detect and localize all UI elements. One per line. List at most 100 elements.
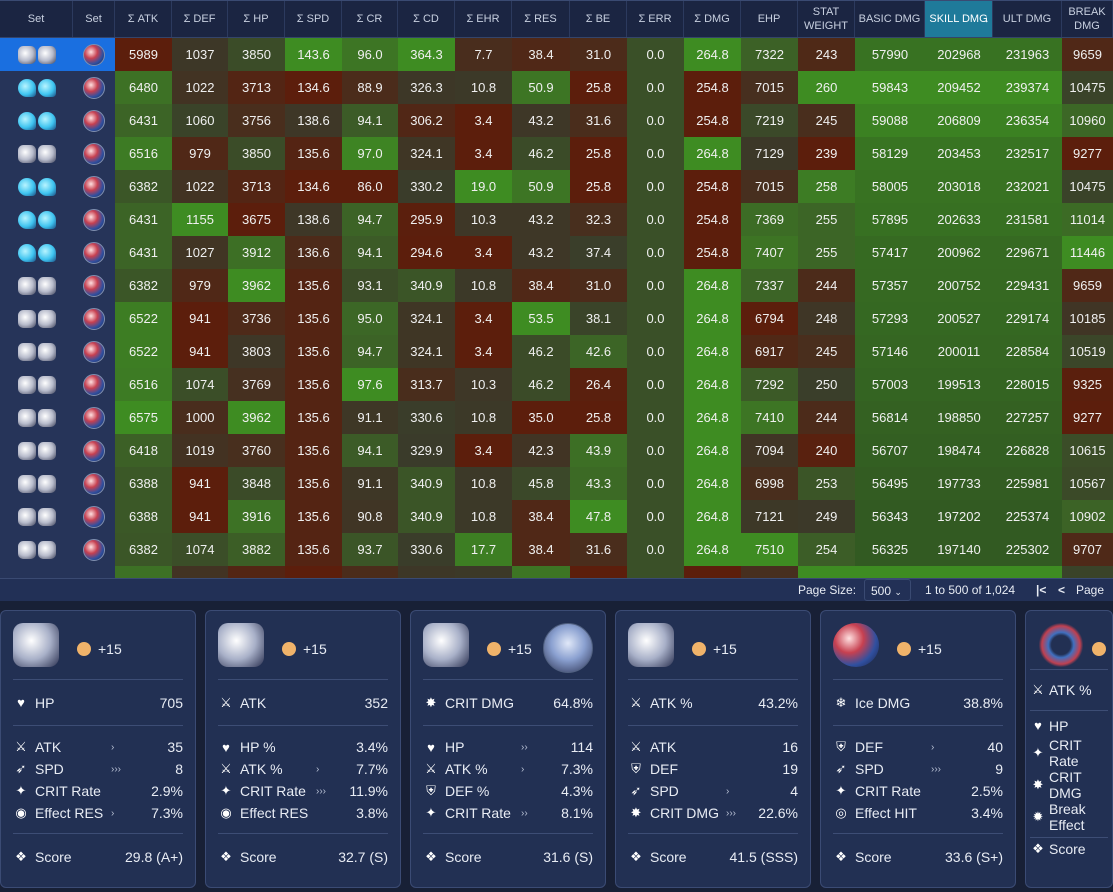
- stat-cell: 231581: [993, 203, 1062, 236]
- stat-line: ➶ SPD ››› 8: [1, 758, 195, 780]
- stat-cell: 3.4: [455, 236, 512, 269]
- stat-cell: 143.6: [285, 38, 342, 71]
- crit-dmg-icon: ✸: [425, 694, 437, 710]
- table-row[interactable]: 6516 1074 3769 135.6 97.6 313.7 10.3 46.2 26.4 0.…: [0, 368, 1113, 401]
- relic-card-rope[interactable]: ⚔ ATK % ♥ HP ✦ CRIT Rate ✸ CRIT DMG ✹ Break Effec…: [1025, 610, 1113, 888]
- stat-cell: 50.9: [512, 71, 570, 104]
- table-row[interactable]: 6418 1019 3760 135.6 94.1 329.9 3.4 42.3 43.9 0.0…: [0, 434, 1113, 467]
- stat-value: 2.5%: [971, 783, 1003, 799]
- table-row[interactable]: 6516 979 3850 135.6 97.0 324.1 3.4 46.2 25.8 0.0 2…: [0, 137, 1113, 170]
- rarity-dot-icon: [1092, 642, 1106, 656]
- column-header[interactable]: EHP: [741, 1, 798, 37]
- stat-cell: 6998: [741, 467, 798, 500]
- column-header[interactable]: Σ DEF: [172, 1, 228, 37]
- stat-cell: 306.2: [398, 104, 455, 137]
- column-header[interactable]: Σ BE: [570, 1, 627, 37]
- table-row[interactable]: 5989 1037 3850 143.6 96.0 364.3 7.7 38.4 31.0 0.0…: [0, 38, 1113, 71]
- heart-icon: ♥: [222, 739, 230, 755]
- relic-card-hands[interactable]: +15 ⚔ ATK 352 ♥ HP % 3.4% ⚔ ATK % › 7.7% ✦ CRIT Rate…: [205, 610, 401, 888]
- relic-card-head[interactable]: +15 ♥ HP 705 ⚔ ATK › 35 ➶ SPD ››› 8 ✦ CRIT Rate 2.9% ◉ E…: [0, 610, 196, 888]
- crit-dmg-icon: ✸: [630, 805, 642, 820]
- first-page-button[interactable]: |<: [1036, 583, 1047, 597]
- stat-name: Ice DMG: [855, 694, 911, 711]
- stat-cell: 244: [798, 269, 855, 302]
- stat-cell: 135.6: [285, 500, 342, 533]
- table-row[interactable]: 6382 1022 3713 134.6 86.0 330.2 19.0 50.9 25.8 0.…: [0, 170, 1113, 203]
- column-header[interactable]: Σ ERR: [627, 1, 684, 37]
- relic-card-body[interactable]: +15 ✸ CRIT DMG 64.8% ♥ HP ›› 114 ⚔ ATK % › 7.3% ⛨ DEF…: [410, 610, 606, 888]
- sort-desc-icon: ↓: [984, 14, 989, 25]
- stat-cell: 264.8: [684, 335, 741, 368]
- stat-cell: 3760: [228, 434, 285, 467]
- roll-indicator: ›: [726, 785, 730, 797]
- column-header[interactable]: Σ EHR: [455, 1, 512, 37]
- white-relic-set-icon: [37, 441, 56, 460]
- table-row[interactable]: 6522 941 3803 135.6 94.7 324.1 3.4 46.2 42.6 0.0 2…: [0, 335, 1113, 368]
- stat-cell: 1074: [172, 533, 228, 566]
- set-cell: [0, 566, 73, 578]
- column-header[interactable]: Σ CD: [398, 1, 455, 37]
- page-size-label: Page Size:: [798, 583, 857, 597]
- column-header-label: Σ ATK: [127, 13, 159, 25]
- relic-level: +15: [98, 641, 122, 657]
- stat-line: ◎ Effect HIT 3.4%: [821, 802, 1015, 824]
- stat-name: Effect HIT: [855, 805, 917, 821]
- column-header[interactable]: Σ DMG: [684, 1, 741, 37]
- column-header[interactable]: Σ CR: [342, 1, 398, 37]
- stat-name: DEF %: [445, 783, 490, 799]
- table-row[interactable]: 6522 941 3736 135.6 95.0 324.1 3.4 53.5 38.1 0.0 2…: [0, 302, 1113, 335]
- column-header[interactable]: STAT WEIGHT: [798, 1, 855, 37]
- column-header[interactable]: BASIC DMG: [855, 1, 925, 37]
- stat-name: HP %: [240, 739, 276, 755]
- stat-cell: 43.2: [512, 104, 570, 137]
- grid-body[interactable]: 5989 1037 3850 143.6 96.0 364.3 7.7 38.4 31.0 0.0…: [0, 38, 1113, 578]
- column-header[interactable]: Set: [73, 1, 115, 37]
- table-row[interactable]: 6388 941 3848 135.6 91.1 340.9 10.8 45.8 43.3 0.0…: [0, 467, 1113, 500]
- column-header[interactable]: Σ HP: [228, 1, 285, 37]
- stat-line: ♥ HP ›› 114: [411, 736, 605, 758]
- prev-page-button[interactable]: <: [1058, 583, 1066, 597]
- stat-cell: 6522: [115, 335, 172, 368]
- divider: [628, 833, 798, 834]
- relic-card-header: +15: [616, 611, 810, 679]
- table-row[interactable]: 6431 1060 3756 138.6 94.1 306.2 3.4 43.2 31.6 0.0…: [0, 104, 1113, 137]
- divider: [833, 679, 1003, 680]
- planar-set-icon: [83, 76, 105, 99]
- stat-cell: 7510: [741, 533, 798, 566]
- table-row[interactable]: 6480 1022 3713 134.6 88.9 326.3 10.8 50.9 25.8 0.…: [0, 71, 1113, 104]
- stat-cell: 50.9: [512, 170, 570, 203]
- column-header[interactable]: BREAK DMG: [1062, 1, 1113, 37]
- table-row[interactable]: 6382 1074 3882 135.6 93.7 330.6 17.7 38.4 31.6 0.…: [0, 533, 1113, 566]
- substats: ⚔ ATK 16 ⛨ DEF 19 ➶ SPD › 4 ✸ CRIT DMG ››› 22.6%: [616, 726, 810, 833]
- stat-cell: 1027: [172, 236, 228, 269]
- set-cell: [73, 269, 115, 302]
- relic-score: ❖ Score 32.7 (S): [206, 834, 400, 879]
- table-row[interactable]: 6431 1155 3675 138.6 94.7 295.9 10.3 43.2 32.3 0.…: [0, 203, 1113, 236]
- table-row[interactable]: 6431 1027 3912 136.6 94.1 294.6 3.4 43.2 37.4 0.0…: [0, 236, 1113, 269]
- table-row[interactable]: 6382 979 3962 135.6 93.1 340.9 10.8 38.4 31.0 0.0…: [0, 269, 1113, 302]
- stat-cell: 11446: [1062, 236, 1113, 269]
- column-header[interactable]: Set: [0, 1, 73, 37]
- stat-cell: 6431: [115, 203, 172, 236]
- column-header[interactable]: SKILL DMG ↓: [925, 1, 993, 37]
- stat-cell: 135.6: [285, 533, 342, 566]
- stat-cell: 226828: [993, 434, 1062, 467]
- blue-relic-set-icon: [37, 243, 56, 262]
- stat-value: 8.1%: [561, 805, 593, 821]
- stat-cell: 941: [172, 335, 228, 368]
- column-header[interactable]: ULT DMG: [993, 1, 1062, 37]
- stat-cell: 258: [798, 170, 855, 203]
- page-size-select[interactable]: 500 ⌄: [864, 579, 911, 601]
- column-header[interactable]: Σ RES: [512, 1, 570, 37]
- relic-card-feet[interactable]: +15 ⚔ ATK % 43.2% ⚔ ATK 16 ⛨ DEF 19 ➶ SPD › 4 ✸ CRIT DM…: [615, 610, 811, 888]
- column-header[interactable]: Σ ATK: [115, 1, 172, 37]
- stat-cell: 7407: [741, 236, 798, 269]
- relic-card-planar[interactable]: +15 ❄ Ice DMG 38.8% ⛨ DEF › 40 ➶ SPD ››› 9 ✦ CRIT Rat…: [820, 610, 1016, 888]
- table-row[interactable]: [0, 566, 1113, 578]
- stat-cell: 0.0: [627, 104, 684, 137]
- stat-cell: 979: [172, 269, 228, 302]
- table-row[interactable]: 6388 941 3916 135.6 90.8 340.9 10.8 38.4 47.8 0.0…: [0, 500, 1113, 533]
- stat-cell: 7015: [741, 170, 798, 203]
- column-header[interactable]: Σ SPD: [285, 1, 342, 37]
- table-row[interactable]: 6575 1000 3962 135.6 91.1 330.6 10.8 35.0 25.8 0.…: [0, 401, 1113, 434]
